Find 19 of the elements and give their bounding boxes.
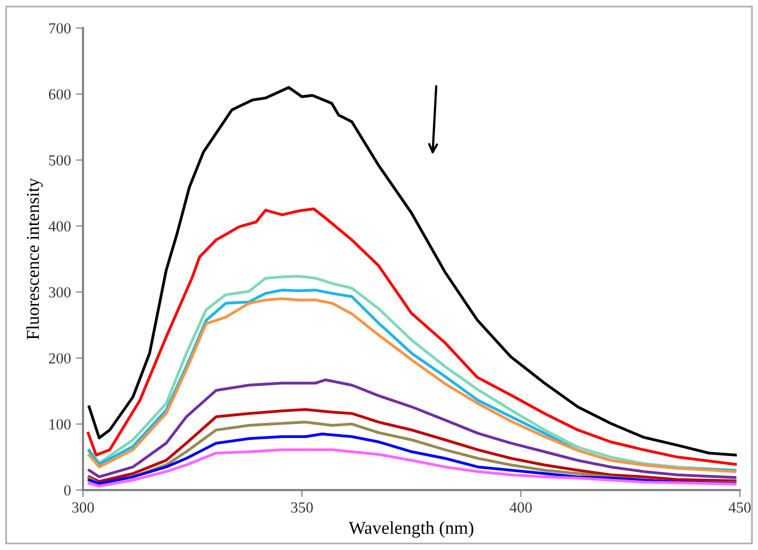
- line-series: [88, 378, 736, 479]
- y-tick-label: 500: [49, 155, 71, 166]
- y-tick-label: 300: [49, 287, 71, 298]
- y-tick-label: 600: [48, 89, 71, 100]
- y-tick-label: 200: [48, 353, 71, 364]
- y-tick-label: 700: [49, 23, 71, 34]
- x-tick-label: 350: [291, 502, 313, 513]
- y-tick-label: 400: [48, 221, 71, 232]
- y-axis-title: Fluorescence intensity: [26, 178, 43, 340]
- line-series: [88, 86, 737, 456]
- x-tick-label: 300: [72, 502, 94, 513]
- x-tick-label: 400: [510, 502, 532, 513]
- y-tick-label: 0: [64, 485, 71, 496]
- x-tick-label: 450: [728, 502, 751, 513]
- x-axis-title: Wavelength (nm): [348, 521, 474, 538]
- line-series: [88, 408, 736, 483]
- y-tick-label: 100: [50, 419, 71, 430]
- line-series: [88, 448, 736, 488]
- line-series: [86, 208, 737, 466]
